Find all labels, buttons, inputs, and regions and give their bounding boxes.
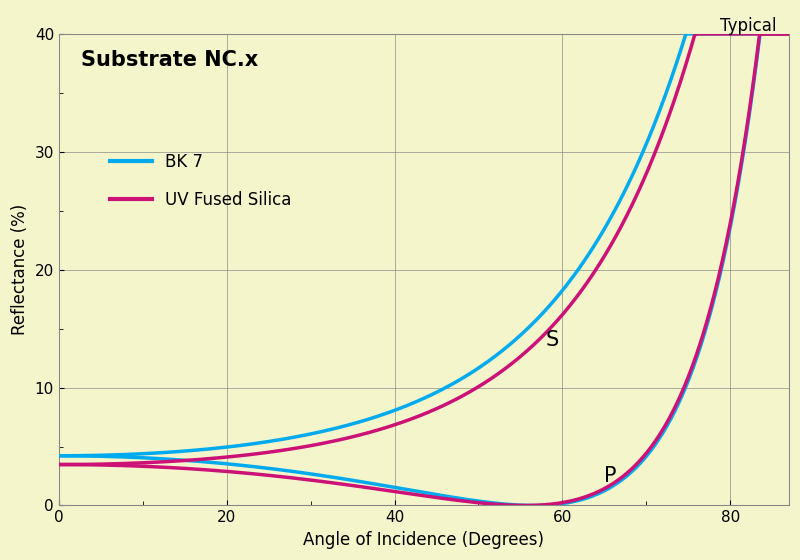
Y-axis label: Reflectance (%): Reflectance (%): [11, 204, 29, 335]
Text: Substrate NC.x: Substrate NC.x: [81, 50, 258, 71]
Text: Typical: Typical: [719, 17, 776, 35]
Text: P: P: [604, 466, 617, 486]
Text: S: S: [546, 330, 559, 351]
X-axis label: Angle of Incidence (Degrees): Angle of Incidence (Degrees): [303, 531, 544, 549]
Legend: BK 7, UV Fused Silica: BK 7, UV Fused Silica: [104, 146, 298, 216]
